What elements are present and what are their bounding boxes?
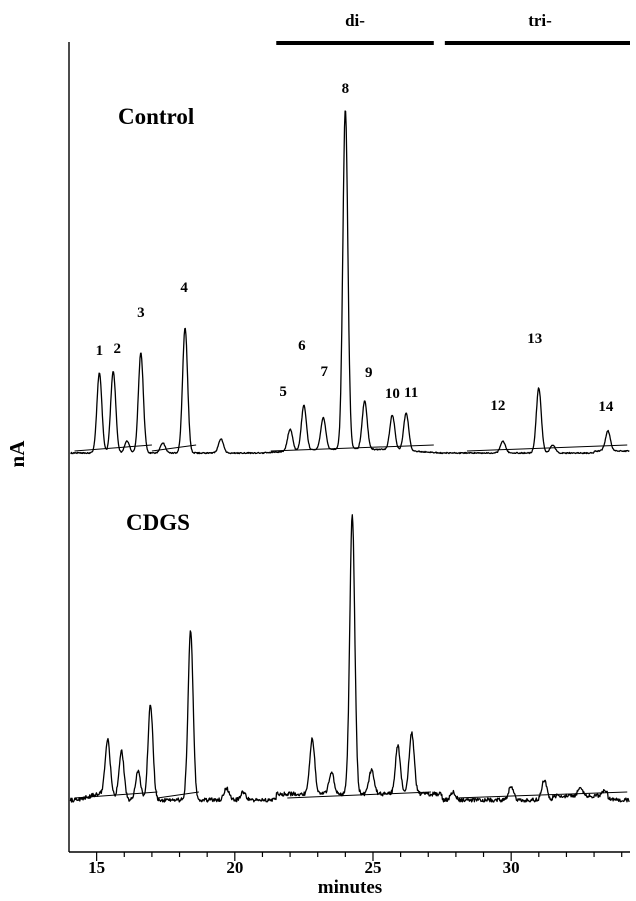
peak-label: 12 (490, 398, 505, 414)
integration-baseline (74, 791, 158, 799)
x-tick-label: 30 (503, 858, 520, 877)
peak-label: 11 (404, 385, 418, 401)
series-label-control: Control (118, 104, 194, 129)
peak-label: 7 (320, 364, 328, 380)
integration-baseline (287, 791, 432, 799)
chromatogram-traces (69, 110, 630, 803)
peak-label: 10 (385, 386, 400, 402)
integration-baseline (151, 444, 197, 452)
peak-label: 6 (298, 338, 306, 354)
peak-label: 14 (598, 399, 614, 415)
bracket-label-di: di- (345, 11, 365, 30)
peak-label: 2 (113, 341, 121, 357)
peak-label: 13 (527, 331, 542, 347)
integration-baseline (270, 444, 434, 452)
bracket-label-tri: tri- (528, 11, 552, 30)
peak-label: 8 (342, 81, 350, 97)
peak-label: 5 (279, 384, 287, 400)
peak-label: 9 (365, 365, 373, 381)
x-axis-ticks: 15 20 25 30 (88, 852, 623, 877)
x-tick-label: 25 (364, 858, 381, 877)
x-tick-label: 15 (88, 858, 105, 877)
integration-baseline (466, 444, 628, 452)
y-axis-label: nA (5, 440, 29, 468)
integration-baseline (455, 791, 628, 799)
peak-label: 3 (137, 305, 145, 321)
peak-label: 1 (96, 343, 104, 359)
integration-baseline (157, 791, 199, 799)
x-axis-label: minutes (318, 877, 382, 898)
peak-label: 4 (180, 280, 188, 296)
trace-control (70, 110, 630, 455)
integration-baseline (74, 444, 152, 452)
series-label-cdgs: CDGS (126, 510, 190, 535)
x-tick-label: 20 (226, 858, 243, 877)
trace-cdgs (69, 514, 630, 803)
